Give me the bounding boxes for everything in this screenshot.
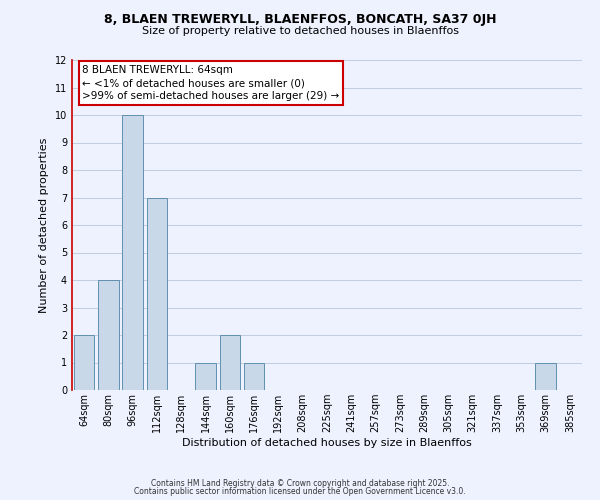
Text: Size of property relative to detached houses in Blaenffos: Size of property relative to detached ho… (142, 26, 458, 36)
Y-axis label: Number of detached properties: Number of detached properties (39, 138, 49, 312)
Text: Contains public sector information licensed under the Open Government Licence v3: Contains public sector information licen… (134, 487, 466, 496)
Text: 8 BLAEN TREWERYLL: 64sqm
← <1% of detached houses are smaller (0)
>99% of semi-d: 8 BLAEN TREWERYLL: 64sqm ← <1% of detach… (82, 65, 340, 102)
Bar (146, 198, 167, 390)
Bar (195, 362, 216, 390)
Bar (244, 362, 265, 390)
Bar (98, 280, 119, 390)
X-axis label: Distribution of detached houses by size in Blaenffos: Distribution of detached houses by size … (182, 438, 472, 448)
Bar (220, 335, 240, 390)
Bar (122, 115, 143, 390)
Bar (74, 335, 94, 390)
Text: Contains HM Land Registry data © Crown copyright and database right 2025.: Contains HM Land Registry data © Crown c… (151, 478, 449, 488)
Text: 8, BLAEN TREWERYLL, BLAENFFOS, BONCATH, SA37 0JH: 8, BLAEN TREWERYLL, BLAENFFOS, BONCATH, … (104, 12, 496, 26)
Bar (535, 362, 556, 390)
